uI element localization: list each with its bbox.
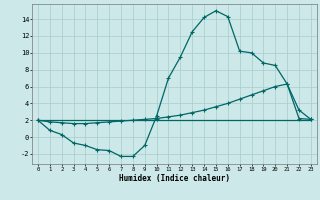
- X-axis label: Humidex (Indice chaleur): Humidex (Indice chaleur): [119, 174, 230, 183]
